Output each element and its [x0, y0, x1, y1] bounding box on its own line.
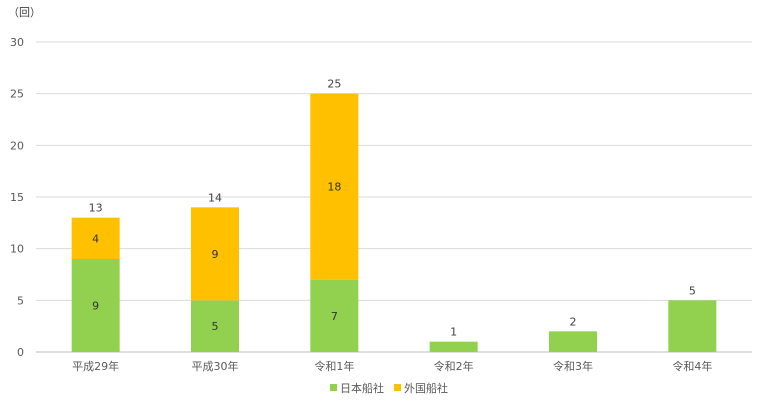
bar-japanese-4	[549, 331, 597, 352]
total-data-label: 5	[689, 284, 696, 297]
legend: 日本船社 外国船社	[330, 381, 448, 395]
total-data-label: 25	[327, 78, 341, 91]
bar-japanese-3	[429, 341, 478, 352]
legend-label: 外国船社	[404, 381, 448, 395]
bar-foreign-2	[310, 93, 359, 280]
x-tick-label: 平成29年	[72, 359, 119, 373]
legend-swatch-japanese	[330, 384, 337, 391]
total-data-label: 14	[208, 191, 222, 204]
bar-japanese-2	[310, 279, 359, 352]
y-axis-unit-label: （回）	[8, 6, 41, 19]
x-tick-label: 令和4年	[672, 359, 712, 373]
segment-data-label: 5	[212, 320, 219, 333]
x-tick-label: 令和2年	[434, 359, 474, 373]
x-tick-label: 令和1年	[314, 359, 354, 373]
segment-data-label: 4	[92, 232, 99, 245]
segment-data-label: 7	[331, 310, 338, 323]
legend-label: 日本船社	[340, 381, 384, 395]
total-data-label: 2	[570, 315, 577, 328]
x-tick-label: 令和3年	[553, 359, 593, 373]
segment-data-label: 18	[327, 181, 341, 194]
y-tick-label: 5	[17, 294, 24, 307]
bar-japanese-1	[191, 300, 239, 352]
y-tick-label: 15	[10, 191, 24, 204]
total-data-label: 13	[89, 202, 103, 215]
y-tick-label: 20	[10, 139, 24, 152]
y-tick-label: 30	[10, 36, 24, 49]
y-axis-ticks: 0 5 10 15 20 25 30	[10, 36, 24, 359]
gridlines	[36, 41, 752, 353]
legend-swatch-foreign	[394, 384, 401, 391]
bar-japanese-0	[71, 259, 120, 352]
bar-foreign-1	[191, 207, 239, 301]
segment-data-label: 9	[92, 300, 99, 313]
bar-foreign-0	[71, 217, 120, 259]
bar-japanese-5	[668, 300, 717, 352]
total-data-label: 1	[450, 326, 457, 339]
y-tick-label: 25	[10, 88, 24, 101]
segment-data-label: 9	[212, 248, 219, 261]
y-tick-label: 10	[10, 243, 24, 256]
bars	[71, 93, 717, 352]
x-tick-label: 平成30年	[192, 359, 239, 373]
y-tick-label: 0	[17, 346, 24, 359]
x-axis-ticks: 平成29年 平成30年 令和1年 令和2年 令和3年 令和4年	[72, 359, 712, 373]
